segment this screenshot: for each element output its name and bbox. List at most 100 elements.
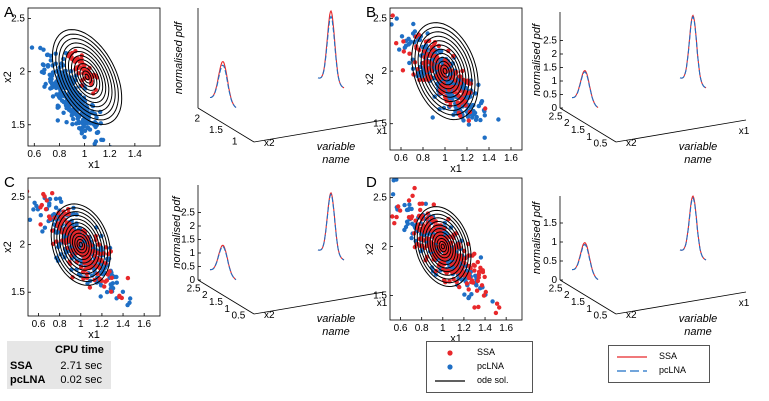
variable-axis-label: name — [322, 154, 350, 166]
ssa-point — [400, 68, 406, 73]
ssa-point — [56, 210, 61, 216]
ssa-point — [105, 272, 111, 277]
z-tick-label: 2 — [189, 221, 195, 232]
pclna-point — [471, 112, 476, 117]
pclna-point — [482, 113, 487, 118]
variable-axis — [615, 119, 747, 143]
ssa-point — [394, 41, 399, 46]
variable-tick-label: x1 — [739, 298, 750, 309]
y-tick-label: 2 — [19, 67, 25, 78]
ode-contour — [61, 42, 113, 112]
ssa-point — [481, 293, 487, 298]
ode-contour — [55, 33, 119, 121]
cpu-row-pclna: pcLNA 0.02 sec — [10, 374, 108, 389]
pclna-point — [77, 126, 82, 131]
ssa-point — [95, 271, 100, 277]
depth-tick-label: 2 — [564, 118, 570, 129]
ssa-point — [436, 43, 441, 49]
x-tick-label: 1 — [440, 323, 446, 334]
variable-tick-label: x1 — [377, 126, 388, 137]
pclna-point — [85, 125, 91, 130]
panel-letter: C — [4, 174, 15, 191]
x-tick-label: 1 — [78, 319, 84, 330]
ode-contour — [440, 64, 450, 78]
ode-contour — [64, 222, 98, 267]
ssa-point — [471, 262, 476, 268]
depth-tick-label: 2 — [564, 290, 570, 301]
ssa-pdf-curve — [679, 14, 707, 89]
depth-tick-label: 1 — [232, 136, 238, 147]
ssa-point — [494, 301, 500, 306]
ode-contour — [56, 211, 106, 279]
ssa-point — [47, 216, 53, 221]
plot-area — [390, 178, 502, 316]
ssa-point — [421, 61, 426, 66]
ssa-point — [401, 39, 406, 44]
depth-tick-label: 0.5 — [593, 139, 607, 150]
x-tick-label: 1.4 — [128, 149, 142, 160]
ssa-point — [479, 283, 485, 288]
ssa-point — [44, 198, 49, 203]
pclna-point — [47, 72, 52, 78]
ode-contour — [76, 238, 86, 251]
ssa-point — [435, 233, 440, 238]
pclna-point — [409, 235, 414, 241]
ssa-point — [417, 201, 422, 206]
pclna-point — [28, 217, 33, 222]
depth-tick-label: 1 — [224, 304, 230, 315]
ode-contour — [53, 207, 108, 283]
pclna-point — [82, 134, 87, 140]
pclna-point — [42, 84, 47, 89]
x-tick-label: 1.4 — [116, 319, 130, 330]
pclna-point — [32, 200, 37, 205]
pclna-point — [47, 76, 53, 82]
ode-contour — [71, 55, 104, 99]
panel-letter: D — [366, 174, 377, 191]
pclna-point — [104, 289, 110, 295]
ssa-pdf-curve — [317, 9, 345, 89]
ssa-point — [406, 198, 412, 203]
scatter-panel-C — [27, 177, 161, 317]
y-axis-label: x2 — [364, 243, 376, 255]
pclna-point — [407, 60, 412, 66]
x-tick-label: 0.8 — [53, 319, 67, 330]
ode-contour — [73, 59, 101, 95]
ode-contour — [74, 235, 88, 254]
pclna-point — [462, 292, 467, 297]
variable-axis-label: variable — [317, 313, 356, 325]
variable-tick-label: x2 — [626, 138, 637, 149]
ode-contour — [67, 225, 95, 264]
legend-label: SSA — [659, 351, 678, 361]
pclna-point — [85, 112, 90, 117]
ode-contour — [59, 214, 103, 275]
pclna-point — [423, 201, 428, 206]
ssa-point — [396, 204, 401, 209]
ssa-point — [41, 191, 46, 197]
x-tick-label: 1.2 — [457, 323, 471, 334]
pclna-pdf-curve — [572, 244, 599, 281]
ode-contour — [440, 243, 445, 250]
pclna-point — [402, 45, 407, 50]
ssa-point — [397, 208, 403, 213]
ode-contour — [442, 67, 448, 75]
variable-axis — [615, 291, 747, 315]
pclna-point — [390, 22, 394, 27]
depth-tick-label: 0.5 — [593, 311, 607, 322]
y-axis-label: x2 — [2, 71, 14, 83]
ssa-point — [390, 13, 395, 18]
z-axis-label: normalised pdf — [171, 195, 183, 268]
z-tick-label: 0.5 — [181, 262, 195, 273]
axes-frame — [389, 177, 523, 321]
ssa-point — [43, 207, 49, 212]
pclna-point — [430, 115, 435, 120]
pclna-point — [394, 178, 399, 182]
pclna-pdf-curve — [679, 197, 707, 261]
pclna-point — [399, 34, 405, 39]
ode-contour — [52, 29, 123, 125]
pclna-point — [84, 103, 89, 109]
pclna-point — [38, 45, 43, 51]
depth-tick-label: 2 — [195, 114, 201, 125]
pclna-point — [49, 81, 55, 87]
pclna-point — [482, 135, 487, 140]
